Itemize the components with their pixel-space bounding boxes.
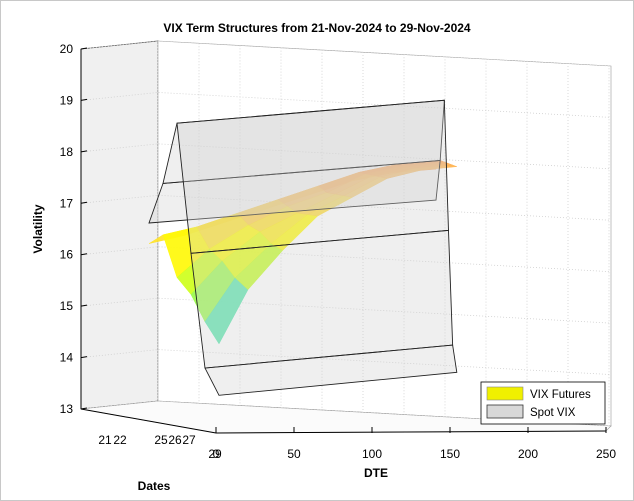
x-tick-label: 200 — [518, 447, 538, 461]
date-axis-line — [80, 408, 217, 434]
date-tick-labels: 21 22 25 26 27 29 — [98, 433, 222, 461]
left-wall — [80, 40, 159, 410]
z-tick-label: 15 — [60, 299, 74, 313]
x-tick-label: 250 — [596, 447, 616, 461]
z-tick-mark — [80, 98, 88, 101]
date-tick-label: 26 — [168, 433, 182, 447]
z-tick-label: 13 — [60, 402, 74, 416]
x-tick-labels: 0 50 100 150 200 250 — [213, 427, 616, 461]
z-tick-mark — [80, 47, 88, 50]
z-tick-mark — [80, 407, 88, 410]
legend-swatch-futures — [486, 386, 524, 401]
date-tick-label: 21 — [98, 433, 112, 447]
z-tick-label: 17 — [60, 196, 74, 210]
z-tick-mark — [80, 201, 88, 204]
z-tick-label: 14 — [60, 351, 74, 365]
z-tick-label: 19 — [60, 93, 74, 107]
z-tick-label: 20 — [60, 42, 74, 56]
x-tick-label: 50 — [287, 447, 301, 461]
z-axis-label: Volatility — [31, 204, 45, 253]
axes-lines — [80, 49, 607, 434]
x-tick-label: 100 — [362, 447, 382, 461]
date-tick-label: 22 — [113, 433, 127, 447]
legend: VIX Futures Spot VIX — [480, 381, 606, 425]
spot-vix-surface — [148, 99, 458, 396]
x-tick-label: 0 — [213, 447, 220, 461]
z-tick-labels: 13 14 15 16 17 18 19 20 — [60, 42, 88, 416]
z-tick-label: 16 — [60, 248, 74, 262]
chart-title: VIX Term Structures from 21-Nov-2024 to … — [163, 21, 471, 35]
z-tick-mark — [80, 356, 88, 359]
z-tick-mark — [80, 150, 88, 153]
date-tick-label: 27 — [182, 433, 196, 447]
spot-patch — [176, 99, 449, 254]
x-tick-label: 150 — [440, 447, 460, 461]
spot-patch — [204, 344, 458, 396]
spot-patch — [190, 229, 454, 369]
z-tick-mark — [80, 304, 88, 307]
legend-label-futures: VIX Futures — [530, 389, 591, 401]
z-tick-label: 18 — [60, 145, 74, 159]
date-tick-label: 29 — [208, 447, 222, 461]
date-tick-label: 25 — [154, 433, 168, 447]
z-tick-mark — [80, 253, 88, 256]
legend-label-spot: Spot VIX — [530, 407, 576, 419]
legend-swatch-spot — [486, 404, 524, 419]
futures-surface — [148, 160, 457, 345]
y-axis-label: Dates — [138, 479, 171, 493]
x-axis-line — [215, 430, 607, 434]
x-axis-label: DTE — [364, 466, 388, 480]
